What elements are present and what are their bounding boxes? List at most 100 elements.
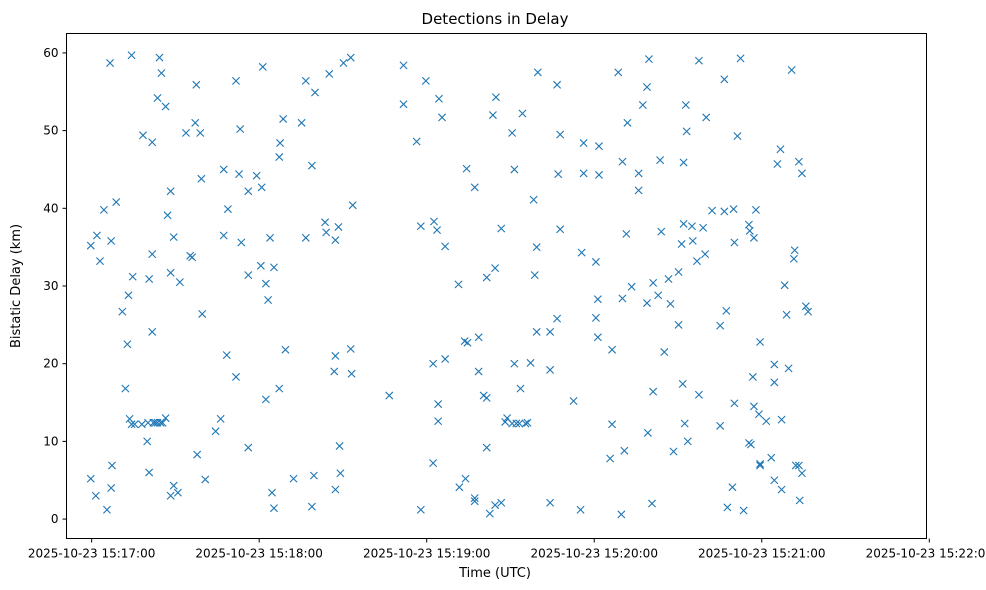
data-point bbox=[664, 275, 673, 283]
data-point bbox=[96, 257, 104, 266]
data-point bbox=[649, 387, 658, 396]
data-point bbox=[622, 229, 631, 238]
data-point bbox=[231, 372, 240, 381]
data-point bbox=[339, 59, 348, 68]
data-point bbox=[334, 222, 343, 231]
data-point bbox=[716, 321, 725, 330]
data-point bbox=[556, 225, 565, 234]
data-point bbox=[281, 345, 290, 354]
data-point bbox=[470, 497, 479, 506]
data-point bbox=[309, 471, 318, 480]
data-point bbox=[482, 393, 491, 402]
data-point bbox=[461, 474, 470, 483]
data-point bbox=[749, 233, 758, 242]
data-point bbox=[166, 268, 175, 277]
data-point bbox=[86, 474, 95, 483]
data-point bbox=[385, 391, 394, 400]
data-point bbox=[594, 170, 603, 179]
data-point bbox=[649, 278, 658, 287]
data-point bbox=[694, 390, 703, 399]
y-tick-label: 60 bbox=[43, 46, 58, 60]
y-tick-label: 0 bbox=[51, 512, 59, 526]
data-point bbox=[269, 263, 278, 272]
data-point bbox=[153, 93, 162, 102]
chart-title: Detections in Delay bbox=[422, 10, 569, 28]
data-point bbox=[198, 309, 207, 318]
data-point bbox=[158, 418, 167, 427]
data-point bbox=[554, 170, 563, 179]
data-point bbox=[275, 153, 284, 162]
data-point bbox=[728, 483, 737, 492]
data-point bbox=[321, 218, 330, 227]
data-point bbox=[301, 76, 310, 85]
data-point bbox=[701, 250, 710, 259]
data-point bbox=[197, 174, 206, 183]
x-tick-label: 2025-10-23 15:18:00 bbox=[195, 547, 322, 561]
data-point bbox=[530, 271, 539, 280]
data-point bbox=[720, 207, 729, 216]
data-point bbox=[330, 367, 339, 376]
data-point bbox=[491, 93, 500, 102]
data-points bbox=[86, 51, 813, 519]
data-point bbox=[307, 161, 316, 170]
data-point bbox=[235, 170, 244, 179]
data-point bbox=[348, 201, 357, 210]
data-point bbox=[553, 80, 562, 89]
data-point bbox=[532, 243, 541, 252]
data-point bbox=[127, 51, 136, 60]
x-axis: 2025-10-23 15:17:00 2025-10-23 15:18:00 20… bbox=[28, 538, 986, 561]
data-point bbox=[643, 299, 651, 308]
data-point bbox=[660, 348, 669, 357]
data-point bbox=[787, 66, 796, 75]
data-point bbox=[688, 236, 697, 245]
data-point bbox=[244, 443, 253, 452]
data-point bbox=[237, 238, 246, 247]
data-point bbox=[593, 295, 602, 304]
data-point bbox=[102, 505, 111, 514]
data-point bbox=[516, 384, 525, 393]
data-point bbox=[577, 248, 586, 257]
data-point bbox=[454, 280, 463, 289]
data-point bbox=[219, 231, 228, 240]
data-point bbox=[777, 485, 786, 494]
data-point bbox=[275, 384, 284, 393]
data-point bbox=[791, 461, 800, 470]
data-point bbox=[804, 307, 813, 316]
data-point bbox=[252, 171, 261, 180]
data-point bbox=[521, 419, 530, 428]
data-point bbox=[346, 344, 355, 353]
data-point bbox=[526, 358, 535, 367]
data-point bbox=[482, 273, 491, 282]
data-point bbox=[434, 400, 443, 409]
data-point bbox=[155, 53, 164, 62]
data-point bbox=[279, 114, 288, 123]
data-point bbox=[219, 165, 228, 174]
data-point bbox=[434, 94, 443, 103]
data-point bbox=[123, 340, 132, 349]
data-point bbox=[92, 231, 101, 240]
data-point bbox=[145, 468, 154, 477]
data-point bbox=[289, 474, 298, 483]
data-point bbox=[795, 496, 804, 505]
data-point bbox=[261, 395, 270, 404]
data-point bbox=[399, 100, 408, 109]
data-point bbox=[276, 139, 285, 148]
data-point bbox=[455, 483, 464, 492]
data-point bbox=[674, 268, 683, 277]
data-point bbox=[107, 236, 116, 245]
data-point bbox=[634, 186, 643, 195]
data-point bbox=[569, 396, 578, 405]
data-point bbox=[736, 54, 745, 63]
data-point bbox=[231, 76, 240, 85]
data-point bbox=[441, 355, 450, 364]
data-point bbox=[433, 226, 442, 235]
data-point bbox=[780, 281, 789, 290]
data-point bbox=[347, 369, 356, 378]
data-point bbox=[723, 503, 732, 512]
data-point bbox=[801, 302, 810, 311]
data-point bbox=[322, 228, 331, 237]
data-point bbox=[546, 327, 555, 336]
data-point bbox=[268, 488, 276, 497]
data-point bbox=[497, 224, 506, 233]
